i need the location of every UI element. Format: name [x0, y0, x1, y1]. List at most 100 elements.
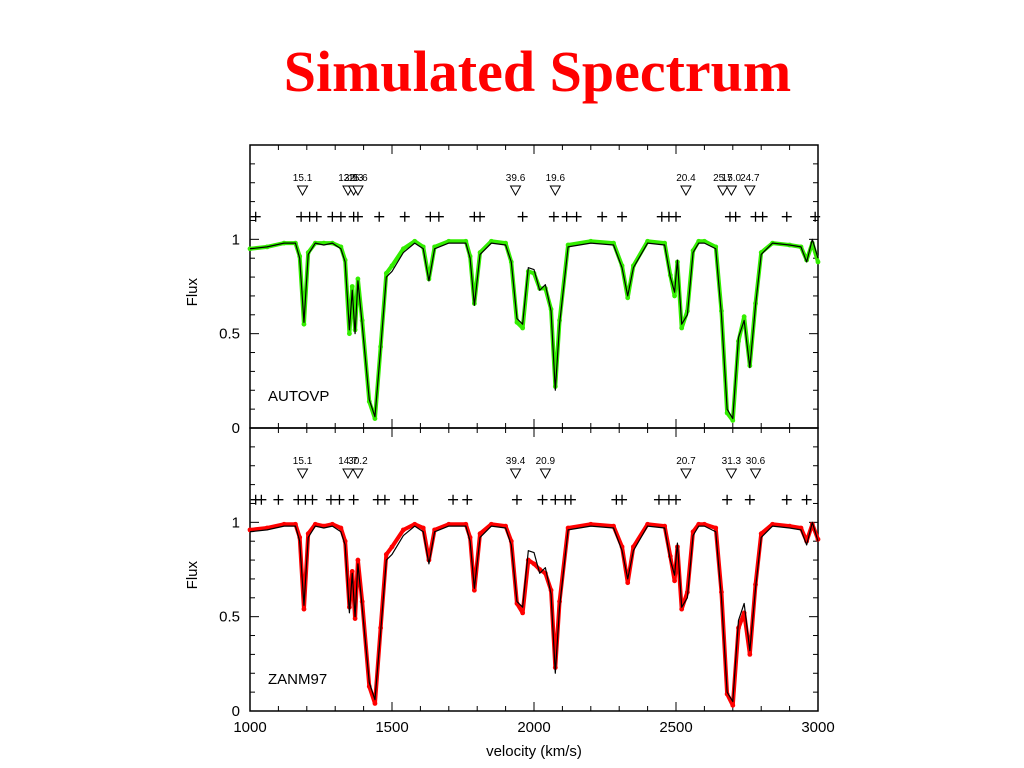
line-marker-label: 30.2: [348, 456, 368, 467]
y-tick-label: 0.5: [219, 609, 240, 626]
line-marker-label: 15.1: [293, 456, 313, 467]
fit-series-point: [696, 238, 702, 244]
fit-series-point: [730, 702, 736, 708]
fit-series-point: [281, 521, 287, 527]
x-tick-label: 2500: [659, 719, 692, 736]
fit-series-point: [338, 525, 344, 531]
fit-series-point: [489, 521, 494, 527]
fit-series-point: [514, 319, 520, 325]
fit-series-line: [249, 239, 820, 423]
component-cross: [327, 211, 338, 222]
line-marker-triangle: [296, 185, 309, 197]
component-cross: [561, 211, 572, 222]
line-marker-triangle: [342, 468, 354, 480]
component-cross: [399, 211, 410, 222]
component-cross: [810, 211, 821, 222]
component-cross: [548, 211, 559, 222]
fit-series-point: [446, 238, 452, 244]
fit-series-point: [477, 531, 483, 537]
component-cross: [617, 211, 628, 222]
panel-label-top: AUTOVP: [268, 388, 329, 405]
fit-series-point: [400, 527, 406, 533]
fit-series-point: [588, 238, 594, 244]
line-marker-label: 24.7: [740, 173, 760, 184]
fit-series-line: [249, 522, 820, 708]
line-marker-triangle: [749, 468, 762, 480]
fit-series-point: [293, 521, 298, 527]
component-cross: [722, 494, 733, 505]
y-tick-label: 0.5: [219, 326, 240, 343]
observed-series-line: [249, 521, 819, 703]
line-marker-triangle: [680, 468, 692, 480]
x-axis-title: velocity (km/s): [486, 743, 582, 760]
fit-series-point: [463, 238, 469, 244]
component-cross: [311, 211, 322, 222]
fit-series-point: [372, 701, 378, 706]
fit-series-point: [446, 521, 452, 527]
line-marker-label: 19.6: [546, 173, 566, 184]
component-cross: [801, 494, 812, 505]
fit-series-point: [645, 238, 650, 244]
component-cross: [462, 494, 473, 505]
line-marker-triangle: [743, 185, 756, 197]
component-cross: [348, 494, 359, 505]
line-marker-triangle: [509, 468, 522, 480]
fit-series-point: [355, 557, 361, 563]
component-cross: [550, 494, 561, 505]
component-cross: [671, 211, 681, 222]
component-cross: [781, 494, 792, 505]
line-marker-triangle: [352, 468, 364, 480]
component-cross: [757, 211, 768, 222]
fit-series-point: [645, 521, 650, 527]
component-cross: [744, 494, 755, 505]
fit-series-point: [312, 521, 318, 527]
fit-series-point: [383, 270, 389, 276]
line-marker-label: 20.9: [536, 456, 556, 467]
fit-series-point: [355, 276, 361, 282]
fit-series-point: [301, 321, 307, 327]
component-cross: [475, 211, 486, 222]
component-cross: [571, 211, 582, 222]
component-cross: [250, 211, 261, 222]
component-cross: [597, 211, 608, 222]
fit-series-point: [713, 525, 719, 531]
component-cross: [296, 211, 307, 222]
fit-series-point: [420, 525, 426, 531]
line-marker-label: 14.7: [338, 456, 358, 467]
fit-series-point: [412, 521, 418, 527]
y-tick-label: 0: [232, 420, 240, 437]
fit-series-point: [679, 325, 685, 331]
component-cross: [335, 211, 346, 222]
fit-series-point: [383, 552, 389, 557]
line-marker-triangle: [509, 185, 522, 197]
component-cross: [273, 494, 284, 505]
fit-series-point: [520, 325, 526, 331]
fit-series-point: [672, 578, 677, 584]
component-cross: [537, 494, 548, 505]
fit-series-point: [520, 610, 526, 616]
line-marker-triangle: [725, 185, 738, 197]
fit-series-point: [389, 263, 395, 269]
fit-series-point: [625, 580, 631, 586]
line-marker-triangle: [717, 185, 729, 197]
component-cross: [425, 211, 436, 222]
fit-series-point: [471, 587, 477, 593]
component-cross: [334, 494, 345, 505]
fit-series-point: [770, 521, 775, 527]
fit-series-point: [625, 295, 631, 301]
fit-series-point: [412, 238, 418, 244]
component-cross: [433, 211, 444, 222]
line-marker-triangle: [539, 468, 552, 480]
x-tick-label: 1500: [375, 719, 408, 736]
line-marker-label: 20.7: [676, 456, 696, 467]
component-cross: [448, 494, 459, 505]
line-marker-label: 20.4: [676, 173, 696, 184]
x-tick-label: 2000: [517, 719, 550, 736]
fit-series-point: [400, 246, 406, 252]
component-cross: [325, 494, 336, 505]
fit-series-point: [588, 521, 594, 527]
component-cross: [374, 211, 385, 222]
fit-series-point: [347, 331, 352, 337]
fit-series-point: [730, 418, 736, 423]
